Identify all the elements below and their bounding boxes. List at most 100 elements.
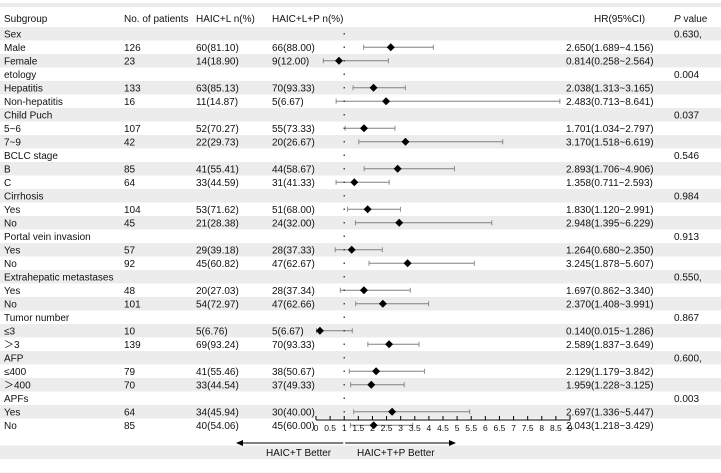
haic-lp-count: 37(49.33): [272, 380, 315, 391]
group-row: etology 0.004: [4, 70, 699, 81]
x-tick-label: 1.5: [352, 423, 364, 433]
group-label: Child Puch: [4, 110, 52, 121]
hr-ci-text: 2.483(0.713~8.641): [566, 97, 654, 108]
hr-marker-group: [368, 259, 475, 268]
hr-point: [363, 205, 372, 214]
patient-count: 85: [124, 421, 136, 432]
patient-count: 16: [124, 97, 136, 108]
x-tick-label: 3: [398, 423, 403, 433]
group-label: Extrahepatic metastases: [4, 272, 114, 283]
hr-ci-text: 1.264(0.680~2.350): [566, 245, 654, 256]
subgroup-label: Yes: [4, 286, 20, 297]
subgroup-label: Non-hepatitis: [4, 97, 63, 108]
subgroup-row: No 85 40(54.06) 45(60.00) 2.043(1.218~3.429): [4, 421, 654, 432]
hr-point: [347, 245, 356, 254]
hr-marker-group: [363, 164, 455, 173]
patient-count: 104: [124, 205, 141, 216]
hr-marker-group: [354, 218, 493, 227]
haic-l-count: 45(60.82): [196, 259, 239, 270]
subgroup-row: 5~6 107 52(70.27) 55(73.33) 1.701(1.034~2.79…: [4, 124, 654, 135]
x-tick-label: 2.5: [381, 423, 393, 433]
subgroup-label: Yes: [4, 205, 20, 216]
group-row: AFP 0.600,: [4, 353, 702, 364]
row-shade: [0, 324, 721, 338]
x-tick-label: 6: [483, 423, 488, 433]
header-subgroup: Subgroup: [4, 14, 48, 25]
patient-count: 57: [124, 245, 136, 256]
haic-l-count: 53(71.62): [196, 205, 239, 216]
table-rows: Sex 0.630,Male 126 60(81.10) 66(88.00) 2.650(…: [4, 29, 702, 432]
p-value: 0.003: [674, 394, 699, 405]
hr-marker-group: [349, 421, 414, 430]
hr-ci-text: 0.140(0.015~1.286): [566, 326, 654, 337]
x-tick-label: 8: [539, 423, 544, 433]
hr-point: [367, 380, 376, 389]
hr-point: [334, 56, 343, 65]
haic-l-count: 33(44.59): [196, 178, 239, 189]
hr-point: [386, 43, 395, 52]
header-hr: HR(95%CI): [594, 14, 645, 25]
header-haic-lp: HAIC+L+P n(%): [272, 14, 344, 25]
subgroup-label: No: [4, 299, 17, 310]
hr-point: [378, 299, 387, 308]
hr-marker-group: [352, 83, 406, 92]
subgroup-label: Female: [4, 56, 38, 67]
patient-count: 70: [124, 380, 136, 391]
subgroup-row: Male 126 60(81.10) 66(88.00) 2.650(1.689~4.1…: [4, 43, 654, 54]
haic-l-count: 34(45.94): [196, 407, 239, 418]
subgroup-label: Yes: [4, 245, 20, 256]
hr-point: [388, 407, 397, 416]
ref-dot: [343, 127, 345, 129]
subgroup-label: ＞3: [4, 340, 20, 351]
hr-ci-text: 2.948(1.395~6.229): [566, 218, 654, 229]
forest-markers: [315, 33, 561, 430]
hr-ci-text: 1.959(1.228~3.125): [566, 380, 654, 391]
patient-count: 64: [124, 178, 136, 189]
haic-lp-count: 5(6.67): [272, 97, 304, 108]
hr-marker-group: [348, 367, 425, 376]
group-row: Child Puch 0.037: [4, 110, 699, 121]
haic-l-count: 21(28.38): [196, 218, 239, 229]
row-shade: [0, 270, 721, 284]
hr-marker-group: [315, 326, 353, 335]
hr-point: [369, 83, 378, 92]
group-row: Extrahepatic metastases 0.550,: [4, 272, 702, 283]
ref-dot: [343, 303, 345, 305]
top-band: [0, 3, 721, 7]
subgroup-label: Yes: [4, 407, 20, 418]
ref-dot: [343, 357, 345, 359]
patient-count: 107: [124, 124, 141, 135]
hr-ci-text: 2.650(1.689~4.156): [566, 43, 654, 54]
x-axis: 0 0.5 1 1.5 2 2.5 3 3.5 4 4.5 5 5.5 6 6.5 7 7.5 8 8.5 9: [314, 416, 573, 433]
x-tick-label: 7: [511, 423, 516, 433]
haic-l-count: 14(18.90): [196, 56, 239, 67]
p-value: 0.630,: [674, 29, 702, 40]
subgroup-label: No: [4, 421, 17, 432]
group-label: BCLC stage: [4, 151, 58, 162]
subgroup-label: B: [4, 164, 11, 175]
haic-l-count: 63(85.13): [196, 83, 239, 94]
x-tick-label: 5.5: [465, 423, 477, 433]
haic-lp-count: 47(62.66): [272, 299, 315, 310]
p-value: 0.867: [674, 313, 699, 324]
header-row: Subgroup No. of patients HAIC+L n(%) HAI…: [4, 14, 708, 25]
haic-l-count: 40(54.06): [196, 421, 239, 432]
header-p-italic: P: [674, 14, 681, 25]
subgroup-row: No 45 21(28.38) 24(32.00) 2.948(1.395~6.229): [4, 218, 654, 229]
ref-dot: [343, 60, 345, 62]
hr-point: [350, 178, 359, 187]
hr-ci-text: 2.893(1.706~4.906): [566, 164, 654, 175]
haic-lp-count: 30(40.00): [272, 407, 315, 418]
hr-point: [395, 218, 404, 227]
ref-dot: [343, 46, 345, 48]
hr-ci-text: 2.043(1.218~3.429): [566, 421, 654, 432]
favor-left-arrowhead: [236, 440, 243, 446]
group-row: Portal vein invasion 0.913: [4, 232, 699, 243]
subgroup-row: Non-hepatitis 16 11(14.87) 5(6.67) 2.483(0.7…: [4, 97, 654, 108]
hr-ci-text: 1.830(1.120~2.991): [566, 205, 654, 216]
haic-l-count: 22(29.73): [196, 137, 239, 148]
haic-l-count: 29(39.18): [196, 245, 239, 256]
row-shade: [0, 162, 721, 176]
hr-ci-text: 2.370(1.408~3.991): [566, 299, 654, 310]
